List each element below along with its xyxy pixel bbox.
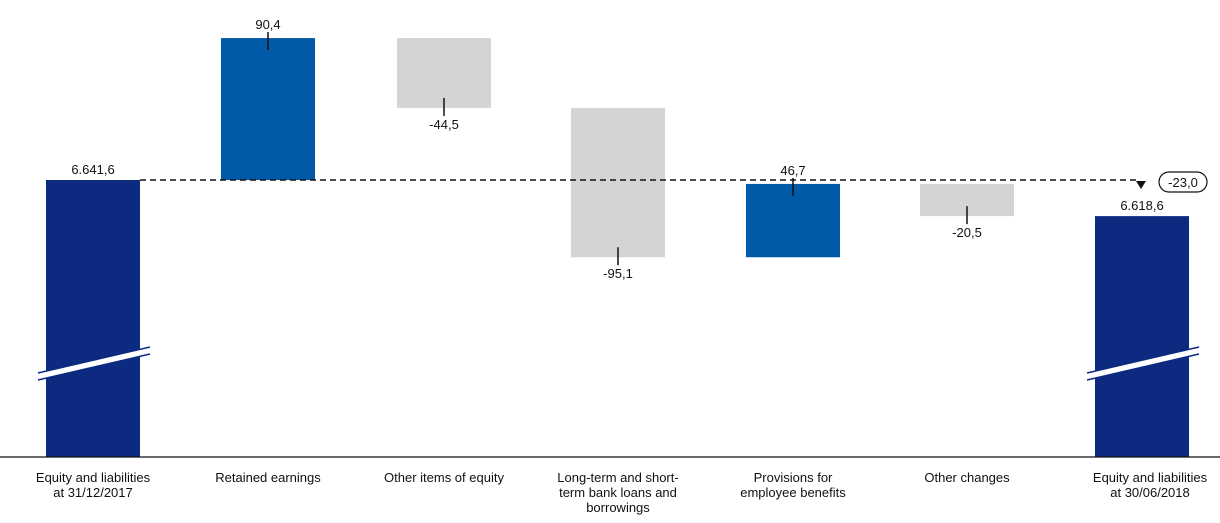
category-label-0: Equity and liabilities at 31/12/2017	[36, 470, 151, 500]
axis-break-gap	[1087, 347, 1199, 380]
category-label-line: Long-term and short-	[557, 470, 678, 485]
category-label-line: term bank loans and	[559, 485, 677, 500]
category-label-line: borrowings	[586, 500, 650, 515]
category-label-line: at 31/12/2017	[53, 485, 133, 500]
category-label-1: Retained earnings	[215, 470, 321, 485]
value-label-4: 46,7	[780, 163, 805, 178]
value-label-3: -95,1	[603, 266, 633, 281]
category-label-line: Equity and liabilities	[36, 470, 151, 485]
category-label-line: Retained earnings	[215, 470, 321, 485]
bar-6	[1095, 216, 1189, 457]
bar-4	[746, 183, 840, 258]
axis-break-line	[1086, 346, 1200, 374]
category-label-2: Other items of equity	[384, 470, 504, 485]
value-label-5: -20,5	[952, 225, 982, 240]
category-label-line: Provisions for	[754, 470, 833, 485]
bar-1	[221, 38, 315, 181]
axis-break-gap	[38, 347, 150, 380]
bar-3	[571, 107, 665, 258]
category-label-line: Equity and liabilities	[1093, 470, 1208, 485]
value-label-1: 90,4	[255, 17, 280, 32]
category-label-6: Equity and liabilities at 30/06/2018	[1093, 470, 1208, 500]
category-label-line: Other items of equity	[384, 470, 504, 485]
difference-arrow	[1136, 181, 1146, 189]
category-label-line: employee benefits	[740, 485, 846, 500]
category-label-line: Other changes	[924, 470, 1010, 485]
axis-break-line	[1086, 353, 1200, 381]
value-label-2: -44,5	[429, 117, 459, 132]
axis-break-line	[37, 353, 151, 381]
difference-label: -23,0	[1168, 175, 1198, 190]
category-label-5: Other changes	[924, 470, 1010, 485]
category-label-3: Long-term and short-term bank loans and b…	[557, 470, 678, 515]
difference-badge	[1158, 171, 1208, 193]
bar-0	[46, 180, 140, 457]
bar-2	[397, 38, 491, 108]
value-label-6: 6.618,6	[1120, 198, 1163, 213]
category-label-4: Provisions for employee benefits	[740, 470, 846, 500]
value-label-0: 6.641,6	[71, 162, 114, 177]
axis-break-line	[37, 346, 151, 374]
category-label-line: at 30/06/2018	[1110, 485, 1190, 500]
